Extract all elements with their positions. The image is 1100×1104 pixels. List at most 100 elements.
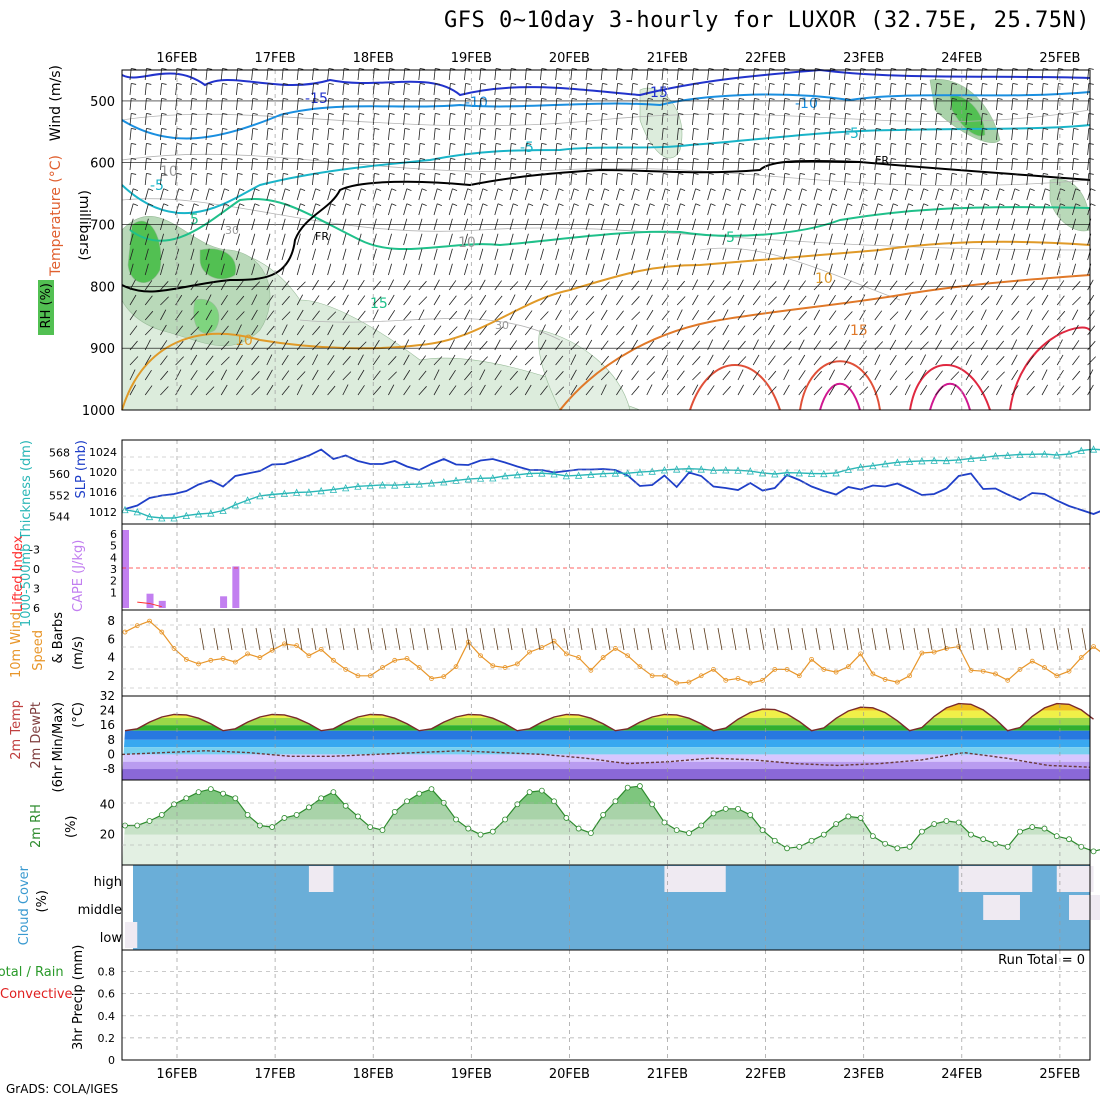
barb-staff — [646, 128, 649, 141]
barb-staff — [388, 309, 396, 321]
wind-barb — [372, 233, 377, 246]
wind-barb — [570, 325, 579, 336]
wind-barb — [281, 68, 289, 81]
wind-barb — [296, 113, 304, 126]
wind-barb — [950, 309, 958, 321]
barb-staff — [509, 83, 512, 96]
wind-barb — [236, 143, 243, 156]
barb-staff — [129, 233, 134, 246]
wind-barb — [433, 68, 441, 81]
barb-staff — [524, 369, 532, 381]
wind-barb — [616, 98, 623, 111]
barb-staff — [722, 98, 725, 111]
barb-staff — [1072, 173, 1075, 186]
barb-staff — [175, 279, 182, 291]
barb-flag — [222, 128, 228, 130]
wind-barb — [585, 68, 593, 81]
wind-barb — [904, 158, 912, 171]
wind-barb — [555, 386, 565, 396]
barb-staff — [768, 263, 772, 276]
barb-staff — [904, 113, 907, 126]
barb-staff — [798, 203, 803, 216]
barb-staff — [798, 113, 801, 126]
barb-staff — [1087, 188, 1092, 201]
barb-flag — [695, 188, 701, 192]
wind10-marker — [907, 673, 913, 679]
wind-barb — [524, 263, 529, 276]
wind-barb — [570, 98, 577, 111]
barb-staff — [752, 83, 755, 96]
wind10-marker — [944, 646, 949, 651]
wind-barb — [342, 83, 349, 96]
wind-barb — [555, 143, 562, 156]
wind-barb — [327, 280, 336, 291]
barb-flag — [860, 173, 866, 175]
barb-flag — [799, 128, 805, 130]
wind-barb — [707, 68, 714, 81]
barb-staff — [296, 158, 299, 171]
barb-staff — [509, 143, 512, 156]
barb-staff — [266, 128, 269, 141]
wind-barb — [889, 188, 898, 201]
wind-barb — [889, 113, 897, 126]
barb-flag — [482, 188, 488, 192]
barb-staff — [388, 294, 395, 306]
wind-barb — [327, 385, 336, 396]
barb-staff — [768, 324, 775, 336]
wind-barb — [479, 158, 486, 171]
barb-staff — [828, 113, 831, 126]
wind-barb — [175, 83, 182, 96]
barb-flag — [1060, 203, 1066, 207]
barb-staff — [950, 384, 957, 396]
rh2m-marker — [1004, 843, 1011, 850]
wind-barb — [692, 233, 696, 246]
wind-barb — [692, 128, 699, 141]
barb-staff — [570, 113, 573, 126]
wind-barb — [661, 233, 666, 246]
barb-staff — [646, 294, 653, 306]
temp-tick-label: 16 — [100, 718, 115, 732]
cloud-gap — [1069, 895, 1100, 920]
barb-staff — [1056, 385, 1065, 396]
thickness-marker — [991, 451, 1000, 460]
wind-barb — [980, 173, 988, 186]
wind-barb — [661, 188, 670, 201]
precip-tick-label: 0.4 — [98, 1010, 116, 1023]
barb-staff — [965, 354, 972, 366]
dewpt-label: 2m DewPt — [29, 702, 44, 769]
date-label-bottom: 24FEB — [941, 1067, 982, 1082]
barb-staff — [1011, 369, 1019, 381]
barb-staff — [676, 355, 685, 366]
barb-staff — [737, 203, 742, 216]
barb-staff — [920, 354, 927, 366]
barb-staff — [722, 309, 729, 321]
barb-flag — [906, 143, 912, 145]
barb-flag — [589, 203, 594, 207]
wind-barb — [996, 325, 1004, 336]
barb-flag — [906, 128, 912, 130]
barb-staff — [950, 294, 957, 306]
wind-barb — [844, 354, 851, 366]
barb-flag — [739, 158, 745, 160]
wind-barb — [388, 309, 396, 321]
wind-barb — [509, 281, 519, 291]
barb-staff — [372, 263, 377, 276]
wind-barb — [707, 188, 716, 201]
wind-barb — [920, 233, 924, 246]
barb-staff — [175, 325, 184, 336]
wind-barb — [464, 281, 473, 291]
barb-staff — [220, 356, 230, 366]
wind-barb — [600, 203, 610, 216]
barb-staff — [996, 98, 999, 111]
wind-barb — [388, 173, 395, 186]
barb-staff — [220, 294, 228, 306]
barb-staff — [220, 188, 225, 201]
barb-staff — [479, 384, 486, 396]
thickness-marker — [795, 469, 803, 477]
rh2m-marker — [919, 828, 925, 835]
wind-barb — [342, 128, 349, 141]
barb-staff — [509, 173, 512, 186]
wind-barb — [828, 279, 836, 291]
barb-staff — [236, 233, 240, 246]
wind-barb — [570, 113, 577, 126]
